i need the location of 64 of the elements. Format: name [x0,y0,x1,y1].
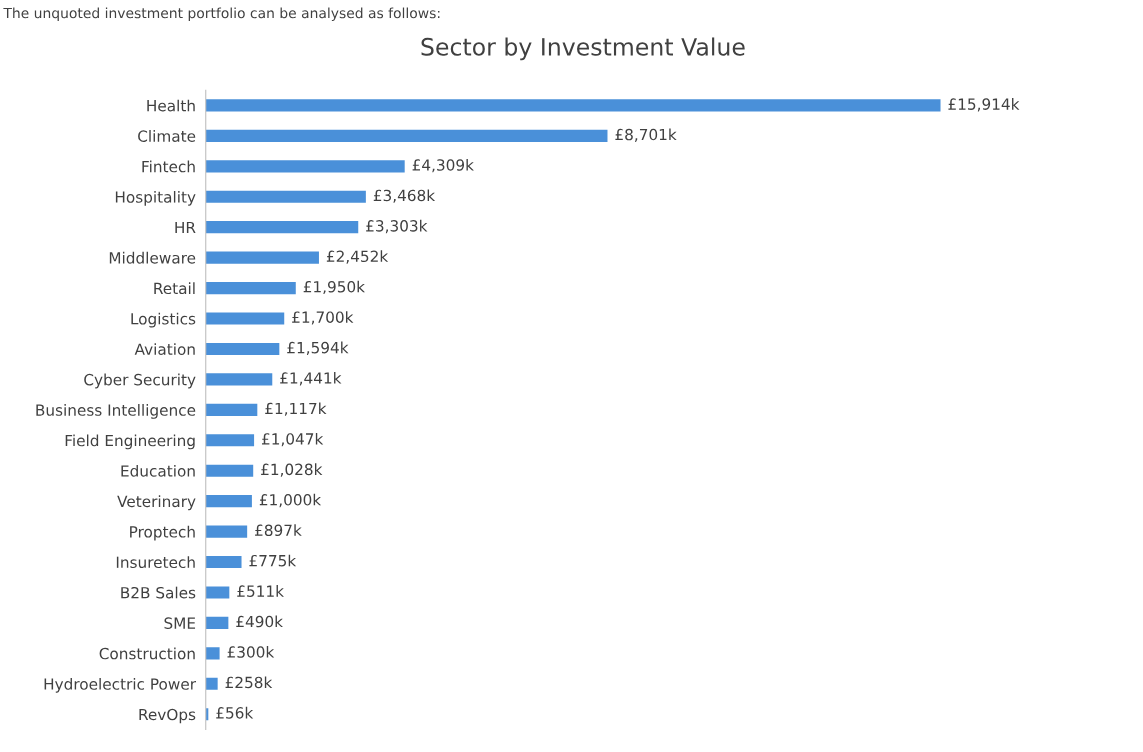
data-label: £2,452k [326,250,389,264]
bar [205,342,280,356]
y-tick-label: Logistics [131,312,196,328]
data-label: £3,468k [373,189,436,203]
bar [205,403,258,416]
y-tick-label: Insuretech [116,556,195,569]
bar [205,555,242,569]
bar [205,282,296,295]
y-tick-label: Hospitality [115,190,196,206]
text: The unquoted investment portfolio can be analysed as follows: [3,7,440,21]
chart-title: Sector by Investment Value [421,37,745,61]
bar [205,251,319,264]
data-label: £1,117k [265,402,327,416]
bar [205,586,230,599]
bar [205,464,254,477]
y-tick-label: Retail [154,282,195,295]
bar [205,616,229,629]
y-tick-label: Business Intelligence [36,404,196,419]
data-label: £8,701k [615,128,677,142]
bar [205,221,359,234]
bar [205,373,273,386]
y-tick-label: HR [175,221,196,234]
y-tick-label: B2B Sales [121,586,196,599]
data-label: £1,441k [280,372,342,386]
y-tick-label: Education [121,464,195,477]
bar [205,495,252,508]
y-tick-label: Proptech [130,525,195,541]
data-label: £1,028k [261,463,323,477]
data-label: £1,594k [287,341,349,355]
bar [205,647,220,660]
y-tick-label: RevOps [139,708,196,724]
bar [205,434,255,447]
data-label: £3,303k [366,219,428,234]
data-label: £4,309k [412,158,474,173]
y-tick-label: Climate [138,130,196,142]
data-label: £897k [255,524,302,537]
data-label: £511k [237,585,284,597]
data-label: £300k [227,645,275,658]
y-tick-label: Construction [99,647,195,660]
bar [205,312,285,325]
y-tick-label: Veterinary [117,495,196,511]
data-label: £1,950k [303,280,365,295]
y-tick-label: Health [147,99,195,112]
bar [205,525,248,538]
bar [205,677,218,690]
y-tick-label: SME [164,617,196,629]
data-label: £490k [236,615,283,628]
data-label: £56k [216,706,254,719]
y-tick-label: Middleware [109,251,196,264]
data-label: £1,000k [259,493,322,508]
data-label: £1,700k [292,311,354,325]
y-tick-label: Aviation [134,343,195,355]
data-label: £775k [249,554,297,567]
data-label: £1,047k [261,432,324,447]
bar [205,99,941,112]
y-tick-label: Hydroelectric Power [44,677,197,693]
bar [205,190,366,203]
bar [205,160,405,173]
y-tick-label: Fintech [142,160,195,173]
y-tick-label: Cyber Security [84,373,196,389]
data-label: £15,914k [948,98,1020,112]
bar [205,129,608,142]
data-label: £258k [225,676,273,689]
y-tick-label: Field Engineering [65,434,195,450]
